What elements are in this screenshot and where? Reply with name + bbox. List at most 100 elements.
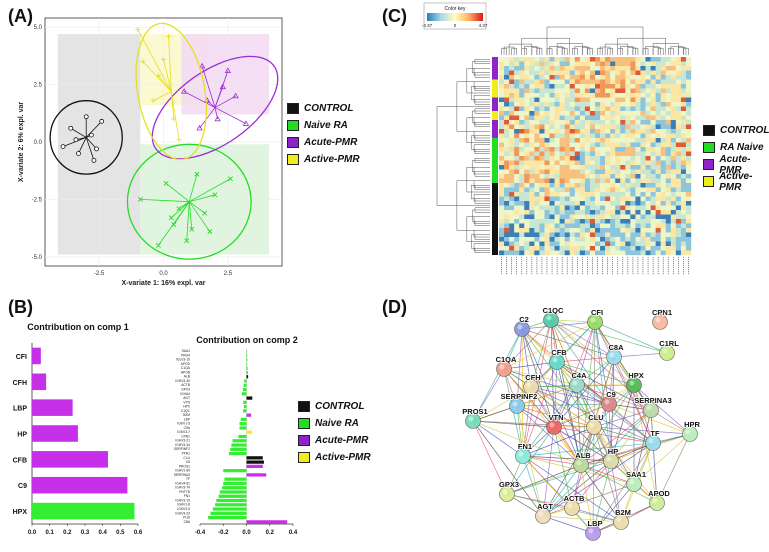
heatmap-cell [630, 187, 636, 193]
comp2-tick-label: 0.2 [266, 530, 275, 536]
heatmap-cell [645, 250, 651, 256]
heatmap-cell [630, 75, 636, 80]
comp2-bar [246, 349, 248, 353]
heatmap-cell [584, 120, 591, 125]
heatmap-cell [559, 246, 565, 251]
heatmap-cell [670, 232, 677, 238]
heatmap-cell [589, 250, 596, 256]
heatmap-cell [584, 250, 591, 256]
heatmap-cell [620, 205, 626, 211]
heatmap-cell [640, 88, 646, 94]
heatmap-cell [529, 205, 535, 211]
heatmap-cell [680, 88, 687, 94]
heatmap-cell [589, 192, 596, 197]
heatmap-cell [610, 156, 616, 161]
heatmap-cell [574, 228, 581, 233]
heatmap-cell [675, 210, 682, 215]
heatmap-cell [544, 61, 550, 67]
comp2-bar [243, 405, 247, 409]
data-point [184, 238, 190, 244]
heatmap-cell [660, 201, 666, 206]
heatmap-cell [605, 219, 611, 224]
comp2-category-label: PFN1 [182, 452, 191, 456]
y-tick-label: -2.5 [32, 197, 43, 203]
heatmap-cell [615, 169, 621, 175]
heatmap-cell [524, 237, 530, 242]
row-dendrogram-branch [456, 81, 490, 132]
heatmap-cell [635, 205, 641, 211]
heatmap-cell [529, 93, 535, 98]
heatmap-cell [660, 160, 666, 166]
heatmap-cell [519, 70, 525, 76]
network-edge [522, 455, 612, 462]
heatmap-cell [549, 61, 555, 67]
heatmap-cell [509, 93, 515, 98]
heatmap-cell [655, 70, 661, 76]
comp2-bar [243, 400, 247, 404]
heatmap-cell [600, 84, 606, 89]
heatmap-cell [589, 210, 596, 215]
heatmap-cell [559, 133, 565, 139]
heatmap-cell [539, 241, 545, 247]
network-edge [580, 464, 622, 523]
heatmap-cell [635, 93, 641, 98]
heatmap-cell [574, 214, 581, 220]
heatmap-cell [554, 156, 560, 161]
comp2-bar [246, 353, 248, 358]
heatmap-cell [660, 84, 666, 89]
node-highlight [629, 479, 635, 485]
network-edge [472, 420, 582, 466]
comp2-category-label: PI16 [183, 516, 190, 520]
heatmap-cell [675, 214, 682, 220]
confidence-ellipse [135, 22, 207, 161]
comp2-category-label: HPX [183, 405, 191, 409]
data-point [161, 56, 166, 62]
heatmap-cell [519, 165, 525, 170]
heatmap-cell [655, 61, 661, 67]
heatmap-cell [514, 196, 520, 202]
heatmap-cell [665, 156, 671, 161]
heatmap-cell [625, 183, 631, 188]
heatmap-cell [600, 97, 606, 103]
centroid-link [188, 174, 198, 202]
heatmap-cell [635, 160, 641, 166]
heatmap-cell [635, 129, 641, 134]
heatmap-cell [584, 219, 591, 224]
heatmap-cell [564, 183, 570, 188]
row-dendrogram-branch [473, 144, 490, 152]
heatmap-cell [620, 66, 626, 71]
heatmap-cell [680, 210, 687, 215]
heatmap-cell [595, 237, 601, 242]
heatmap-cell [665, 237, 671, 242]
comp2-bar [239, 426, 247, 430]
heatmap-cell [529, 138, 535, 143]
heatmap-cell [615, 196, 621, 202]
heatmap-cell [539, 124, 545, 130]
heatmap-cell [529, 241, 535, 247]
network-edge [472, 420, 524, 457]
column-dendrogram-branch [503, 46, 515, 55]
heatmap-cell [514, 228, 520, 233]
heatmap-cell [610, 214, 616, 220]
heatmap-cell [625, 232, 631, 238]
heatmap-cell [655, 201, 661, 206]
heatmap-cell [549, 160, 555, 166]
heatmap-cell [605, 106, 611, 112]
centroid-link [85, 121, 102, 138]
heatmap-cell [680, 214, 687, 220]
protein-node [613, 514, 629, 530]
heatmap-cell [660, 120, 666, 125]
heatmap-cell [544, 84, 550, 89]
heatmap-cell [499, 178, 505, 184]
heatmap-cell [509, 102, 515, 107]
heatmap-cell [655, 214, 661, 220]
comp2-category-label: IGKV1-5 [177, 422, 190, 426]
heatmap-cell [569, 102, 575, 107]
heatmap-cell [685, 228, 692, 233]
heatmap-cell [514, 174, 520, 179]
heatmap-cell [569, 183, 575, 188]
row-dendrogram-branch [473, 68, 490, 76]
heatmap-cell [620, 178, 626, 184]
heatmap-cell [625, 66, 631, 71]
heatmap-cell [499, 246, 505, 251]
